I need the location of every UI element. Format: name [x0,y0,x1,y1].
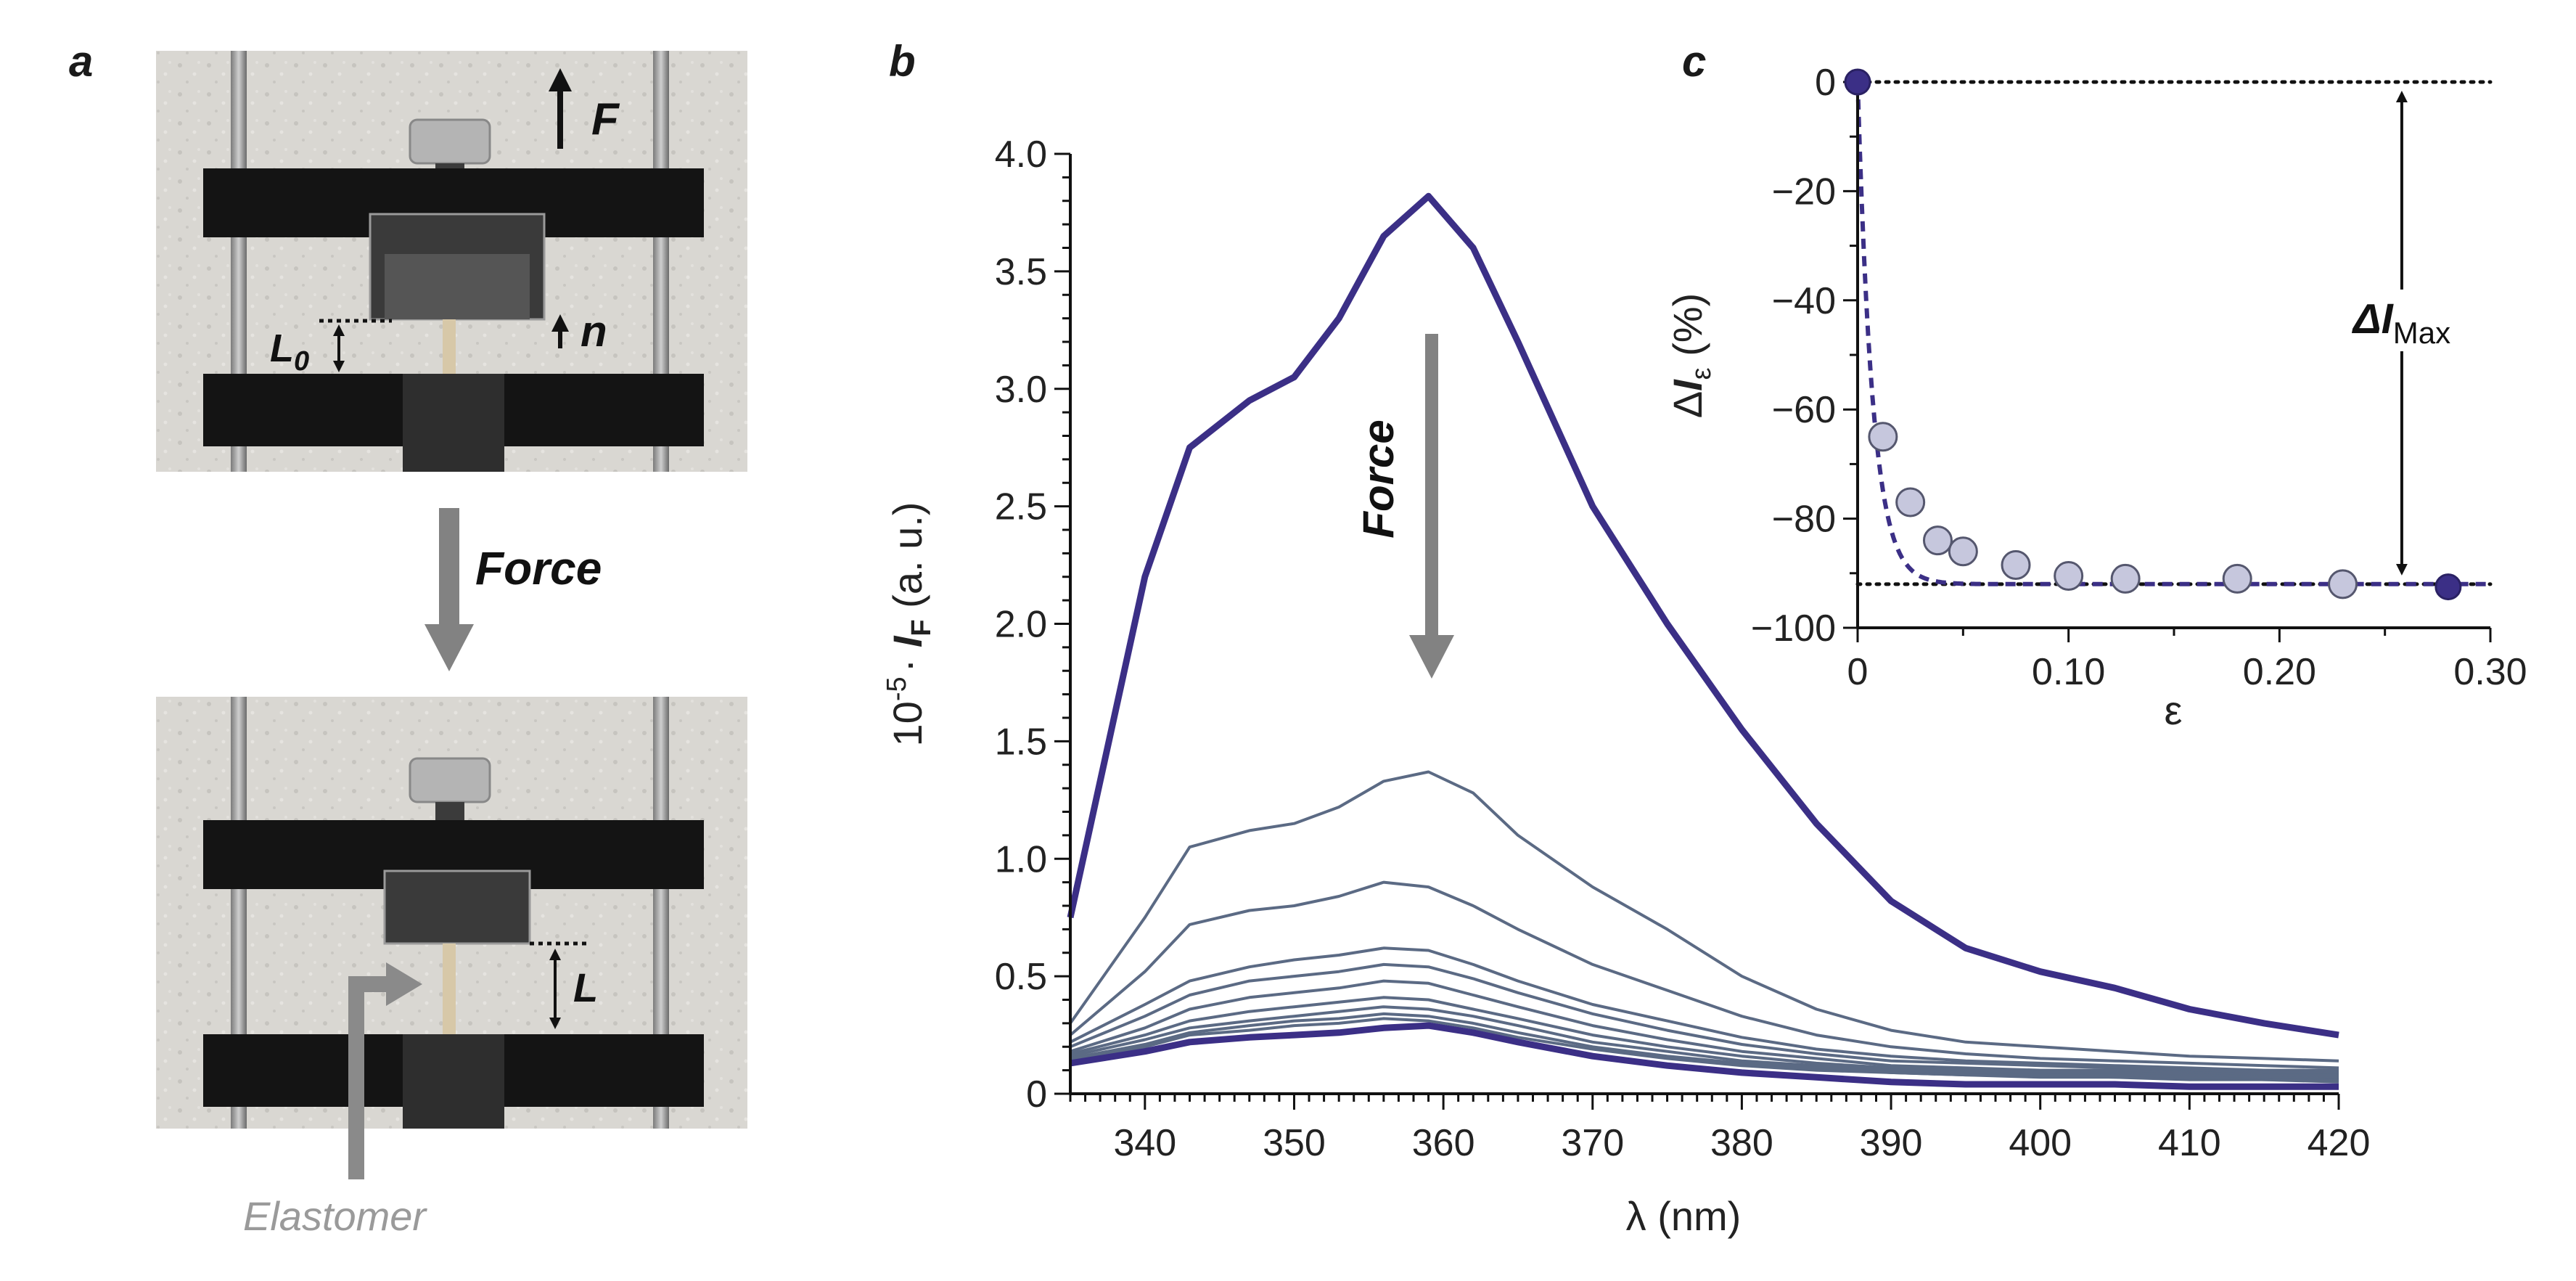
data-point-4 [1948,536,1978,567]
force-arrow-panel-a [424,508,474,671]
spectra-series-group [1067,192,2339,1090]
data-point-7 [2110,563,2141,594]
spectra-x-axis-label: λ (nm) [1626,1193,1742,1239]
force-label-panel-a: Force [475,542,602,594]
spectrum-series-1 [1069,770,2339,1063]
spectrum-series-7 [1070,1005,2339,1081]
strain-x-tick-label: 0 [1847,651,1869,693]
spectra-y-tick-label: 0.5 [995,956,1047,998]
spectra-y-tick-label: 1.5 [995,721,1047,763]
spectrum-series-4 [1070,962,2339,1074]
fit-curve-group [1855,81,2490,586]
panel-a-label: a [69,37,93,86]
fit-curve [1855,81,2490,586]
force-arrow-panel-b [1409,334,1454,679]
data-point-1 [1868,422,1898,452]
strain-x-tick-label: 0.30 [2453,651,2527,693]
spectrum-series-0 [1067,192,2339,1039]
strain-y-tick-label: −80 [1772,499,1836,541]
panel-a: a F L0 n [69,37,747,1239]
spectra-x-tick-label: 410 [2158,1122,2221,1164]
spectrum-series-10 [1070,1022,2339,1090]
data-point-2 [1895,487,1926,517]
spectrum-series-6 [1070,996,2339,1079]
panel-b-label: b [889,37,916,86]
spectra-y-axis-label: 10-5· IF (a. u.) [882,502,937,747]
spectra-x-tick-label: 390 [1860,1122,1923,1164]
panel-c: c 0 0.10 0.20 0.30 0 −20 −40 −60 −80 −100 ΔIMax ε… [1665,37,2527,733]
strain-y-tick-label: −40 [1772,280,1836,322]
spectra-y-tick-label: 4.0 [995,134,1047,176]
spectra-y-tick-label: 0 [1026,1073,1047,1116]
spectra-x-tick-label: 340 [1113,1122,1176,1164]
data-point-9 [2328,569,2358,599]
spectra-y-tick-label: 2.5 [995,486,1047,528]
spectra-x-tick-label: 370 [1561,1122,1624,1164]
strain-ticks: 0 0.10 0.20 0.30 0 −20 −40 −60 −80 −100 [1751,62,2527,693]
spectrum-series-9 [1070,1017,2339,1084]
strain-y-tick-label: 0 [1815,62,1836,104]
delta-max-label-bg [2332,289,2471,351]
spectrum-series-3 [1070,946,2339,1072]
strain-y-axis-label: ΔIε (%) [1665,293,1717,419]
data-point-10 [2435,573,2462,601]
strain-x-tick-label: 0.10 [2032,651,2105,693]
data-point-6 [2054,561,2084,592]
strain-y-tick-label: −20 [1772,171,1836,213]
spectra-y-tick-label: 3.0 [995,369,1047,411]
data-point-3 [1922,525,1953,556]
delta-max-label: ΔIMax [2352,295,2450,350]
stretched-length-label: L [573,965,598,1010]
spectra-x-tick-label: 350 [1263,1122,1326,1164]
data-point-8 [2222,563,2252,594]
strain-points-group [1844,68,2462,601]
data-point-0 [1844,68,1871,96]
data-point-5 [2001,550,2031,581]
spectra-y-tick-label: 1.0 [995,838,1047,880]
spectra-x-tick-label: 420 [2308,1122,2371,1164]
photo-before-stretch: F L0 n [156,51,747,472]
elastomer-label: Elastomer [243,1193,427,1239]
strain-y-tick-label: −60 [1772,389,1836,431]
panel-c-label: c [1682,37,1706,86]
photo-after-stretch: L [156,697,747,1179]
spectrum-series-2 [1069,880,2339,1070]
panel-b: b 340 350 360 370 380 390 400 410 420 0 0.5 1.0 1.5 2… [882,37,2370,1239]
spectra-ticks: 340 350 360 370 380 390 400 410 420 0 0.5 1.0 1.5 2.0… [995,134,2371,1164]
spectrum-series-5 [1070,979,2339,1077]
spectra-x-tick-label: 360 [1412,1122,1475,1164]
initial-length-label: L0 [270,327,309,377]
spectra-y-tick-label: 2.0 [995,604,1047,646]
spectra-y-tick-label: 3.5 [995,251,1047,293]
strain-x-tick-label: 0.20 [2243,651,2316,693]
normal-vector-label: n [581,307,607,356]
strain-x-axis-label: ε [2165,687,2183,733]
spectra-x-tick-label: 380 [1710,1122,1773,1164]
force-vector-label: F [591,94,620,144]
force-label-panel-b: Force [1354,420,1403,538]
strain-y-tick-label: −100 [1751,607,1836,650]
spectra-x-tick-label: 400 [2009,1122,2072,1164]
